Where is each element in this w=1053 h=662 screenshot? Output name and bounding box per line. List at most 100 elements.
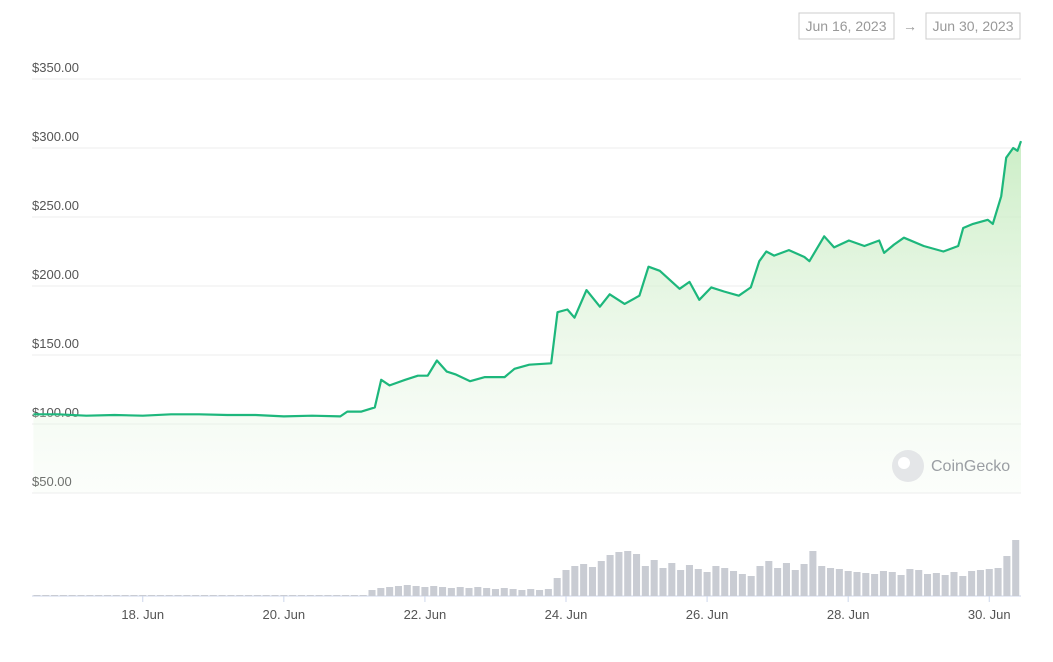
x-tick-label: 18. Jun — [121, 607, 164, 622]
volume-bar — [915, 570, 923, 596]
volume-bar — [130, 595, 138, 596]
volume-bar — [59, 595, 67, 596]
x-tick-label: 24. Jun — [545, 607, 588, 622]
volume-bar — [218, 595, 226, 596]
volume-bar — [121, 595, 129, 596]
volume-bar — [139, 595, 147, 596]
volume-bar — [156, 595, 164, 596]
volume-bar — [33, 595, 41, 596]
volume-bar — [227, 595, 235, 596]
volume-bar — [280, 595, 288, 596]
volume-bar — [527, 589, 535, 596]
volume-bar — [209, 595, 217, 596]
volume-bar — [844, 571, 852, 596]
volume-bar — [333, 595, 341, 596]
start-date-text: Jun 16, 2023 — [806, 18, 887, 34]
volume-bar — [1003, 556, 1011, 596]
volume-bar — [465, 588, 473, 596]
plot: $50.00$100.00$150.00$200.00$250.00$300.0… — [32, 60, 1023, 622]
volume-bar — [597, 561, 605, 596]
volume-bar — [271, 595, 279, 596]
volume-bar — [544, 589, 552, 596]
volume-bar — [994, 568, 1002, 596]
volume-bar — [694, 569, 702, 596]
volume-bar — [297, 595, 305, 596]
volume-bar — [862, 573, 870, 596]
volume-bar — [827, 568, 835, 596]
volume-bar — [968, 571, 976, 596]
volume-bar — [809, 551, 817, 596]
volume-bar — [756, 566, 764, 596]
volume-bar — [818, 566, 826, 596]
volume-bar — [289, 595, 297, 596]
volume-bar — [782, 563, 790, 596]
volume-bar — [236, 595, 244, 596]
volume-bar — [77, 595, 85, 596]
volume-bar — [518, 590, 526, 596]
volume-bar — [888, 572, 896, 596]
volume-bar — [791, 570, 799, 596]
volume-bar — [368, 590, 376, 596]
volume-bar — [641, 566, 649, 596]
volume-bar — [730, 571, 738, 596]
volume-bar — [897, 575, 905, 596]
x-tick-label: 28. Jun — [827, 607, 870, 622]
volume-bar — [738, 574, 746, 596]
end-date[interactable] — [925, 12, 1021, 40]
volume-bar — [976, 570, 984, 596]
volume-bar — [456, 587, 464, 596]
volume-bar — [800, 564, 808, 596]
volume-bar — [747, 576, 755, 596]
volume-bar — [659, 568, 667, 596]
volume-bar — [412, 586, 420, 596]
volume-bar — [192, 595, 200, 596]
volume-bar — [536, 590, 544, 596]
volume-bar — [580, 564, 588, 596]
volume-bar — [68, 595, 76, 596]
volume-bar — [174, 595, 182, 596]
volume-bar — [403, 585, 411, 596]
volume-bar — [315, 595, 323, 596]
y-tick-label: $250.00 — [32, 198, 79, 213]
x-tick-label: 26. Jun — [686, 607, 729, 622]
volume-bar — [430, 586, 438, 596]
volume-bar — [932, 573, 940, 596]
volume-bar — [712, 566, 720, 596]
volume-bar — [103, 595, 112, 596]
logo-eye — [898, 457, 910, 469]
volume-bar — [42, 595, 50, 596]
volume-bar — [86, 595, 94, 596]
volume-bar — [51, 595, 59, 596]
volume-bar — [474, 587, 482, 596]
volume-bar — [377, 588, 385, 596]
volume-bar — [200, 595, 209, 596]
x-tick-label: 30. Jun — [968, 607, 1011, 622]
volume-bar — [421, 587, 429, 596]
volume-bar — [165, 595, 173, 596]
volume-bar — [721, 568, 729, 596]
volume-bar — [879, 571, 887, 596]
volume-bar — [571, 566, 579, 596]
volume-bar — [112, 595, 120, 596]
volume-bar — [835, 569, 843, 596]
volume-bar — [633, 554, 641, 596]
volume-bar — [871, 574, 879, 596]
volume-bar — [245, 595, 253, 596]
volume-bar — [624, 551, 632, 596]
volume-bar — [950, 572, 958, 596]
start-date[interactable] — [798, 12, 895, 40]
end-date-text: Jun 30, 2023 — [933, 18, 1014, 34]
volume-bar — [509, 589, 517, 596]
volume-bar — [95, 595, 103, 596]
price-area — [33, 141, 1021, 493]
volume-bar — [765, 561, 773, 596]
volume-bar — [774, 568, 782, 596]
volume-bar — [677, 570, 685, 596]
volume-bar — [447, 588, 455, 596]
volume-bar — [650, 560, 658, 596]
volume-bar — [906, 569, 914, 596]
volume-bar — [1012, 540, 1020, 596]
volume-bar — [483, 588, 491, 596]
volume-bar — [703, 572, 711, 596]
